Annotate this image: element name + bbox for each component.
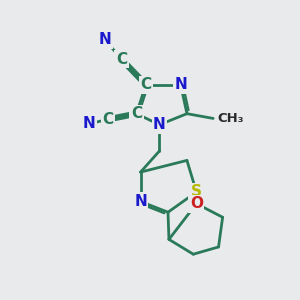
- Text: CH₃: CH₃: [217, 112, 243, 125]
- Text: N: N: [153, 117, 166, 132]
- Text: N: N: [134, 194, 147, 209]
- Text: O: O: [190, 196, 203, 211]
- Text: C: C: [131, 106, 142, 121]
- Text: N: N: [83, 116, 95, 131]
- Text: C: C: [116, 52, 127, 67]
- Text: N: N: [98, 32, 111, 47]
- Text: C: C: [102, 112, 114, 127]
- Text: C: C: [140, 77, 152, 92]
- Text: N: N: [174, 77, 187, 92]
- Text: S: S: [191, 184, 202, 200]
